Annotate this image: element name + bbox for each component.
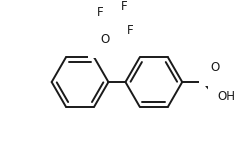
Text: O: O — [100, 33, 109, 46]
Text: O: O — [211, 61, 220, 74]
Text: F: F — [96, 6, 103, 19]
Text: F: F — [121, 0, 127, 13]
Text: OH: OH — [217, 90, 235, 103]
Text: F: F — [127, 24, 134, 37]
